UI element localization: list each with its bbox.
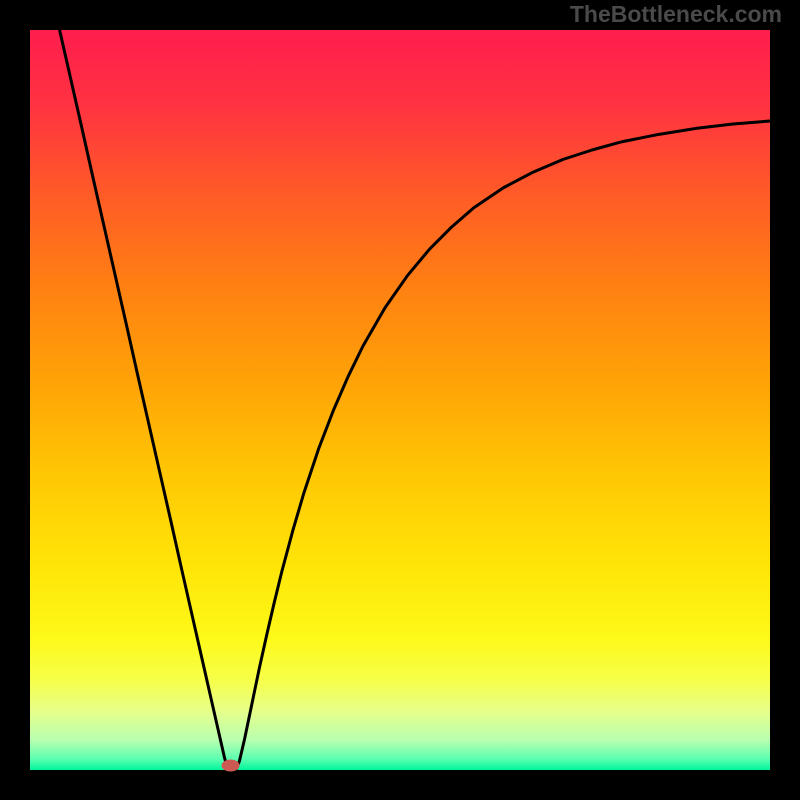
optimum-marker xyxy=(222,760,240,772)
chart-svg: TheBottleneck.com xyxy=(0,0,800,800)
watermark-text: TheBottleneck.com xyxy=(570,1,782,27)
plot-background xyxy=(30,30,770,770)
chart-container: TheBottleneck.com xyxy=(0,0,800,800)
